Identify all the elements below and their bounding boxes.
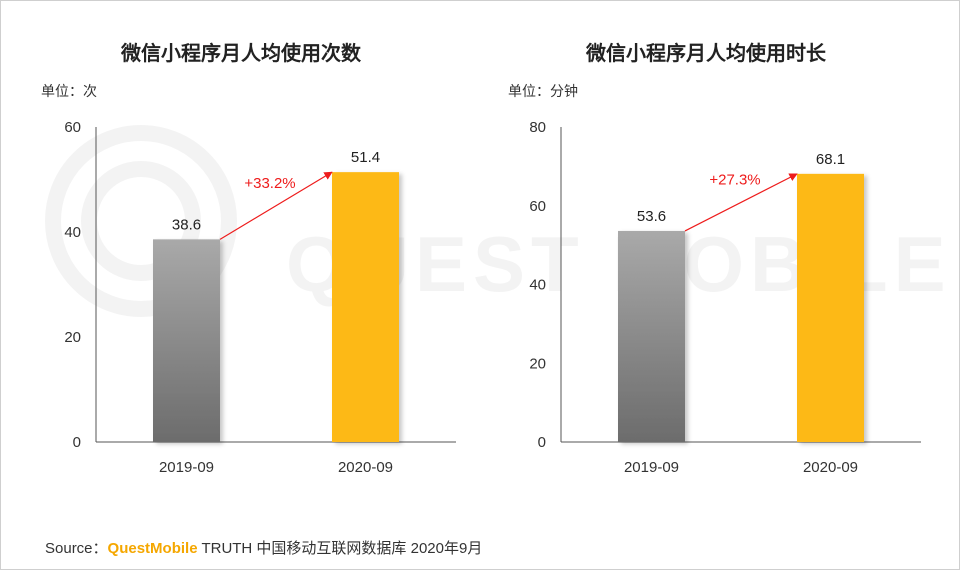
source-note: Source：QuestMobile TRUTH 中国移动互联网数据库 2020…: [45, 537, 482, 558]
growth-arrow: [219, 171, 333, 240]
brand-name: QuestMobile: [107, 540, 198, 557]
y-tick-label: 40: [529, 277, 546, 294]
chart-plot-right: 0 20 40 60 80 53.6 2019-09 68.1 2020-09 +27.3%: [529, 119, 921, 476]
x-category-label: 2019-09: [624, 459, 679, 476]
x-category-label: 2019-09: [159, 459, 214, 476]
x-category-label: 2020-09: [803, 459, 858, 476]
unit-label-right: 单位：分钟: [508, 84, 578, 100]
chart-right: 微信小程序月人均使用时长 单位：分钟 0 20 40 60 80 53.6 2019-09 6…: [466, 1, 946, 521]
bar-2020-09: [797, 173, 864, 442]
bar-value-label: 53.6: [637, 208, 666, 225]
unit-label-left: 单位：次: [41, 84, 97, 100]
chart-title-left: 微信小程序月人均使用次数: [121, 41, 361, 65]
growth-label: +33.2%: [244, 175, 295, 192]
bar-value-label: 68.1: [816, 151, 845, 168]
growth-label: +27.3%: [709, 171, 760, 188]
chart-plot-left: 0 20 40 60 38.6 2019-09 51.4 2020-09 +33.2%: [64, 119, 456, 476]
y-tick-label: 40: [64, 224, 81, 241]
y-tick-label: 20: [64, 329, 81, 346]
y-tick-label: 20: [529, 355, 546, 372]
chart-title-right: 微信小程序月人均使用时长: [586, 41, 826, 65]
y-tick-label: 60: [529, 198, 546, 215]
y-tick-label: 60: [64, 119, 81, 136]
growth-arrow: [684, 173, 798, 232]
bar-2020-09: [332, 172, 399, 442]
bar-value-label: 38.6: [172, 216, 201, 233]
y-tick-label: 80: [529, 119, 546, 136]
chart-left: 微信小程序月人均使用次数 单位：次 0 20 40 60 38.6 2019-09 51.4…: [1, 1, 481, 521]
x-category-label: 2020-09: [338, 459, 393, 476]
source-prefix: Source：: [45, 540, 108, 557]
y-tick-label: 0: [538, 434, 546, 451]
source-detail: TRUTH 中国移动互联网数据库 2020年9月: [197, 540, 483, 557]
bar-2019-09: [618, 230, 685, 442]
bar-value-label: 51.4: [351, 149, 380, 166]
y-tick-label: 0: [73, 434, 81, 451]
bar-2019-09: [153, 239, 220, 442]
